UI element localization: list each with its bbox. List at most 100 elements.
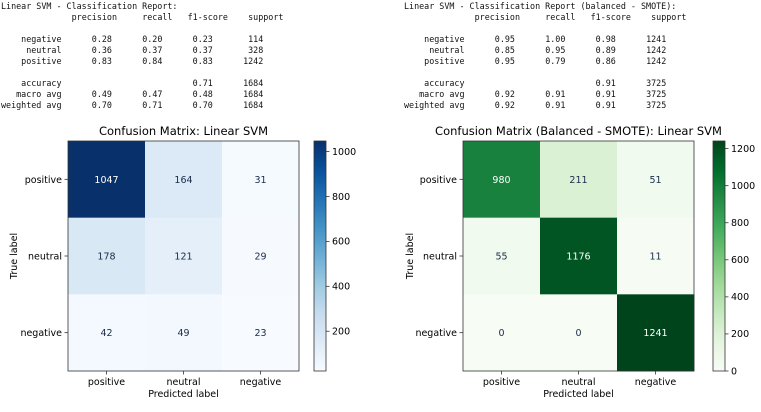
matrix-cell-value: 29 xyxy=(254,252,266,263)
report-cell: 0.98 xyxy=(595,34,616,44)
report-row-label: neutral xyxy=(26,45,62,55)
matrix-cell-value: 55 xyxy=(495,252,507,263)
matrix-cell xyxy=(222,217,300,295)
report-cell: 1242 xyxy=(243,56,264,66)
matrix-cell-value: 31 xyxy=(254,175,266,186)
colorbar-tick-label: 400 xyxy=(731,292,749,303)
matrix-cell-value: 121 xyxy=(174,252,192,263)
colorbar-tick-label: 1000 xyxy=(731,181,755,192)
matrix-cell xyxy=(145,217,223,295)
report-cell: 1241 xyxy=(646,34,667,44)
matrix-cell-value: 1241 xyxy=(643,328,667,339)
matrix-cell-value: 23 xyxy=(254,328,266,339)
y-tick-label: negative xyxy=(415,328,457,339)
report-cell: 0.89 xyxy=(595,45,616,55)
matrix-cell-value: 11 xyxy=(649,252,661,263)
x-tick-label: negative xyxy=(635,377,677,388)
colorbar-tick-label: 600 xyxy=(332,237,350,248)
report-column-header: precision xyxy=(71,12,117,22)
x-tick-label: positive xyxy=(88,377,125,388)
colorbar-tick-label: 200 xyxy=(731,329,749,340)
y-tick-label: positive xyxy=(420,175,457,186)
matrix-cell xyxy=(463,294,541,372)
report-cell: 0.28 xyxy=(91,34,112,44)
matrix-cell-value: 178 xyxy=(97,252,115,263)
report-cell: 0.48 xyxy=(192,89,213,99)
colorbar-tick-label: 600 xyxy=(731,255,749,266)
report-cell: 0.37 xyxy=(142,45,163,55)
report-cell: 0.20 xyxy=(142,34,163,44)
report-row-label: macro avg xyxy=(16,89,62,99)
chart-title: Confusion Matrix (Balanced - SMOTE): Lin… xyxy=(435,124,722,138)
report-cell: 1242 xyxy=(646,45,667,55)
report-title: Linear SVM - Classification Report (bala… xyxy=(404,1,677,11)
report-column-header: f1-score xyxy=(590,12,631,22)
matrix-cell xyxy=(463,217,541,295)
report-row-label: neutral xyxy=(429,45,465,55)
classification-report-linear-svm: Linear SVM - Classification Report: prec… xyxy=(1,1,283,111)
report-cell: 0.49 xyxy=(91,89,112,99)
report-cell: 0.36 xyxy=(91,45,112,55)
report-column-header: recall xyxy=(142,12,173,22)
confusion-matrix-chart-smote: Confusion Matrix (Balanced - SMOTE): Lin… xyxy=(405,124,755,400)
colorbar-tick-label: 400 xyxy=(332,282,350,293)
colorbar-tick-label: 1000 xyxy=(332,147,356,158)
report-cell: 0.47 xyxy=(142,89,163,99)
report-cell: 0.91 xyxy=(545,100,566,110)
matrix-cell xyxy=(68,217,146,295)
matrix-cell-value: 164 xyxy=(174,175,192,186)
report-row-label: weighted avg xyxy=(1,100,62,110)
report-cell: 0.83 xyxy=(91,56,112,66)
report-column-header: f1-score xyxy=(187,12,228,22)
colorbar-tick-label: 200 xyxy=(332,327,350,338)
matrix-cell xyxy=(540,141,618,219)
matrix-cell-value: 42 xyxy=(100,328,112,339)
matrix-cell-value: 211 xyxy=(569,175,587,186)
report-row-label: accuracy xyxy=(424,78,465,88)
report-cell: 0.86 xyxy=(595,56,616,66)
matrix-cell xyxy=(617,141,695,219)
report-cell: 1242 xyxy=(646,56,667,66)
confusion-matrix-panel-linear-svm: Confusion Matrix: Linear SVM 1047 164 31 178… xyxy=(0,121,380,408)
matrix-cell xyxy=(540,217,618,295)
report-cell: 0.83 xyxy=(192,56,213,66)
y-tick-label: negative xyxy=(20,328,62,339)
report-column-header: support xyxy=(651,12,687,22)
matrix-cell-value: 0 xyxy=(575,328,581,339)
report-cell: 0.91 xyxy=(545,89,566,99)
confusion-matrix-panel-smote: Confusion Matrix (Balanced - SMOTE): Lin… xyxy=(381,121,761,408)
report-cell: 3725 xyxy=(646,89,667,99)
matrix-cell xyxy=(68,141,146,219)
report-cell: 0.92 xyxy=(494,100,515,110)
report-cell: 0.23 xyxy=(192,34,213,44)
matrix-cell-value: 0 xyxy=(498,328,504,339)
report-cell: 328 xyxy=(248,45,264,55)
report-column-header: support xyxy=(248,12,284,22)
x-tick-label: negative xyxy=(240,377,282,388)
report-column-header: recall xyxy=(545,12,576,22)
report-cell: 1.00 xyxy=(545,34,566,44)
report-cell: 1684 xyxy=(243,100,264,110)
report-cell: 1684 xyxy=(243,78,264,88)
report-row-label: negative xyxy=(21,34,62,44)
y-tick-label: positive xyxy=(25,175,62,186)
matrix-cell xyxy=(617,217,695,295)
report-cell: 114 xyxy=(248,34,264,44)
report-row-label: accuracy xyxy=(21,78,62,88)
report-cell: 0.91 xyxy=(595,89,616,99)
report-cell: 0.92 xyxy=(494,89,515,99)
y-tick-label: neutral xyxy=(28,252,62,263)
matrix-cell xyxy=(222,294,300,372)
colorbar-tick-label: 0 xyxy=(731,366,737,377)
report-cell: 3725 xyxy=(646,100,667,110)
report-cell: 0.37 xyxy=(192,45,213,55)
report-cell: 0.95 xyxy=(545,45,566,55)
report-cell: 0.95 xyxy=(494,56,515,66)
colorbar-tick-label: 1200 xyxy=(731,144,755,155)
matrix-cell-value: 49 xyxy=(177,328,189,339)
y-axis-label: True label xyxy=(9,233,20,280)
x-axis-label: Predicted label xyxy=(148,389,219,400)
matrix-cell xyxy=(145,141,223,219)
x-tick-label: neutral xyxy=(167,377,201,388)
x-tick-label: neutral xyxy=(562,377,596,388)
